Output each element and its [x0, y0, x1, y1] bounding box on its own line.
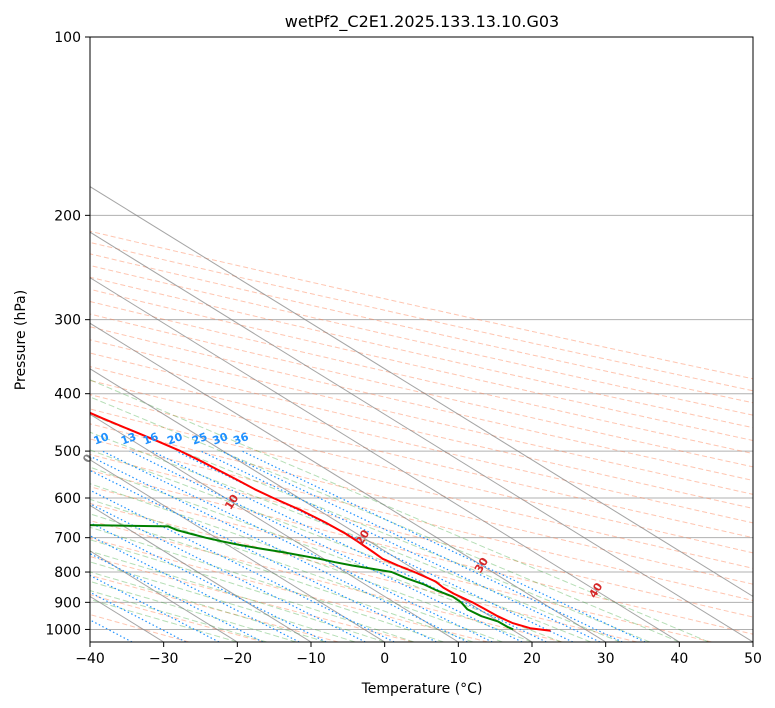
mixing-ratio-label: 20 [166, 430, 185, 448]
moist-adiabat [90, 539, 415, 642]
temperature-profile [90, 411, 551, 632]
x-tick-label: 40 [670, 651, 688, 667]
isotherm-line [90, 322, 606, 642]
moist-adiabat [90, 513, 474, 642]
moist-adiabat [90, 379, 709, 642]
x-tick-label: 20 [523, 651, 541, 667]
x-tick-label: −20 [223, 651, 253, 667]
dry-adiabat [90, 339, 753, 495]
x-tick-label: 10 [449, 651, 467, 667]
mixing-ratio-line [90, 503, 366, 642]
dry-adiabat [90, 438, 753, 601]
moist-adiabat [90, 466, 562, 642]
mixing-ratio-label: 25 [190, 430, 209, 447]
dry-adiabat [90, 366, 753, 524]
dry-adiabat [90, 253, 753, 404]
x-tick-label: −30 [149, 651, 179, 667]
dry-adiabat [90, 408, 753, 569]
moist-adiabat [90, 413, 651, 642]
y-tick-label: 1000 [45, 622, 81, 638]
mixing-ratio-label: 16 [141, 430, 160, 448]
x-tick-label: −10 [296, 651, 326, 667]
mixing-ratio-line [90, 535, 300, 642]
moist-adiabat [90, 396, 680, 642]
moist-adiabat [90, 599, 238, 642]
y-tick-label: 200 [54, 208, 81, 224]
dry-adiabat [90, 469, 753, 635]
mixing-ratio-label: 30 [211, 430, 230, 448]
isotherm-line [90, 368, 533, 642]
dewpoint-profile [90, 524, 514, 631]
x-tick-label: 30 [597, 651, 615, 667]
y-tick-label: 800 [54, 565, 81, 581]
mixing-ratio-line [221, 450, 623, 642]
chart-title: wetPf2_C2E1.2025.133.13.10.G03 [285, 12, 559, 32]
mixing-ratio-line [102, 450, 493, 642]
y-tick-label: 300 [54, 313, 81, 329]
dry-adiabat [90, 264, 753, 416]
x-axis-label: Temperature (°C) [361, 681, 483, 697]
y-axis-label: Pressure (hPa) [13, 290, 29, 390]
x-tick-label: 50 [744, 651, 762, 667]
mixing-ratio-label: 36 [231, 430, 250, 448]
mixing-ratio-line [151, 450, 547, 642]
x-axis-ticks: −40 −30 −20 −10 0 10 20 30 40 50 [75, 642, 762, 667]
y-tick-label: 500 [54, 444, 81, 460]
dry-adiabat [90, 276, 753, 429]
dry-adiabat [90, 230, 753, 380]
moist-adiabat [90, 483, 533, 642]
mixing-ratio-line [90, 469, 437, 642]
y-tick-label: 600 [54, 491, 81, 507]
y-tick-label: 100 [54, 30, 81, 46]
isotherm-line [90, 277, 680, 642]
sounding-profiles [90, 411, 551, 632]
mixing-ratio-line [90, 489, 395, 642]
y-tick-label: 400 [54, 387, 81, 403]
isotherm-line [90, 186, 753, 598]
plot-frame [89, 36, 754, 643]
moist-adiabat [90, 431, 621, 642]
y-axis-ticks: 1000 900 800 700 600 500 400 300 200 100 [45, 30, 90, 638]
dry-adiabat [90, 453, 753, 618]
dry-adiabat [90, 394, 753, 554]
isotherm-line [90, 504, 312, 642]
moist-adiabat [90, 526, 444, 642]
mixing-ratio-label: 13 [119, 430, 138, 447]
mixing-ratio-line [90, 521, 327, 642]
dry-adiabat [90, 537, 488, 642]
isotherm-line [90, 413, 459, 642]
y-tick-label: 700 [54, 531, 81, 547]
isotherm-line [90, 231, 753, 642]
mixing-ratio-label: 10 [92, 430, 111, 448]
x-tick-label: −40 [75, 651, 105, 667]
y-tick-label: 900 [54, 595, 81, 611]
mixing-ratio-labels: 10 13 16 20 25 30 36 [92, 430, 251, 448]
dry-adiabat [90, 241, 753, 392]
x-tick-label: 0 [380, 651, 389, 667]
